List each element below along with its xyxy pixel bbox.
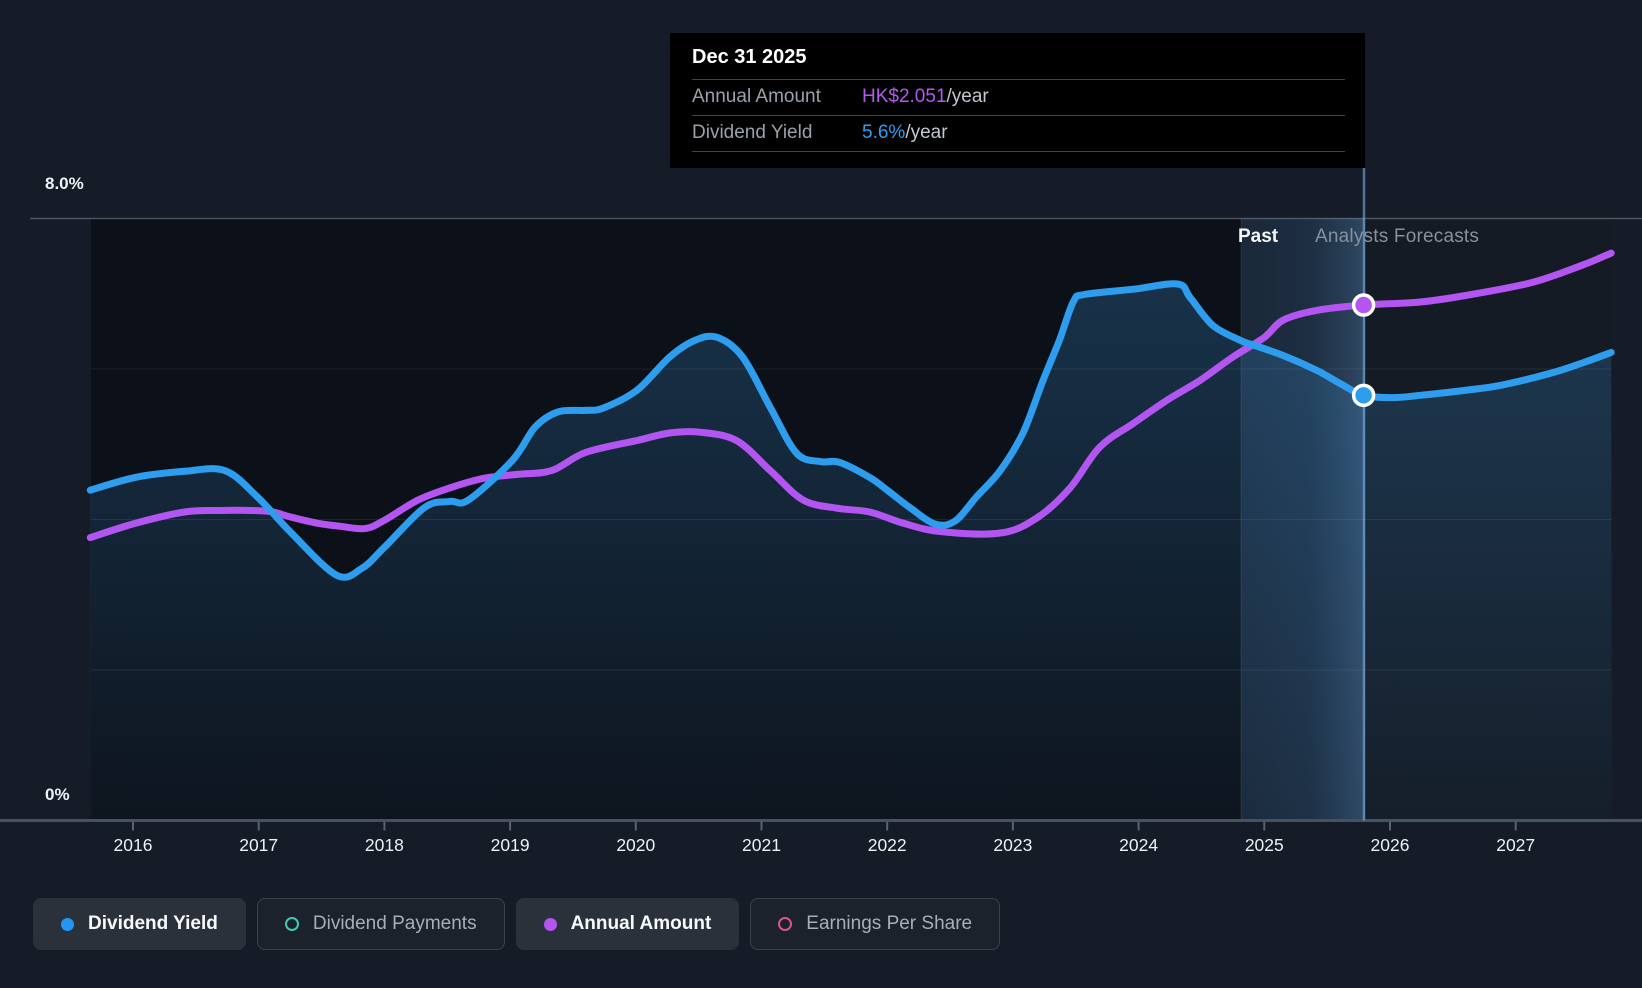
x-axis-year-label: 2019 [491,835,530,855]
tooltip-row: Dividend Yield 5.6%/year [692,115,1345,151]
x-axis-year-label: 2018 [365,835,404,855]
tooltip-row-label: Annual Amount [692,86,821,107]
annual-amount-marker[interactable] [1351,293,1376,317]
legend-button-dividend-payments[interactable]: Dividend Payments [256,898,505,950]
earnings-per-share-marker-icon [778,917,793,931]
x-axis-year-label: 2023 [993,835,1032,855]
legend: Dividend Yield Dividend Payments Annual Am… [33,898,1001,950]
x-axis-year-label: 2016 [114,835,153,855]
legend-label: Earnings Per Share [806,913,973,934]
dividend-yield-line [86,280,1615,581]
dividend-yield-marker-icon [61,917,74,931]
x-axis-year-label: 2022 [868,835,907,855]
legend-button-earnings-per-share[interactable]: Earnings Per Share [750,898,1001,950]
x-axis-year-label: 2024 [1119,835,1158,855]
tooltip-row-label: Dividend Yield [692,122,813,143]
x-axis-year-label: 2027 [1496,835,1535,855]
dividend-yield-marker[interactable] [1351,383,1376,408]
dividend-yield-area-fill [90,283,1612,821]
x-axis-year-label: 2021 [742,835,781,855]
x-axis-year-label: 2017 [239,835,278,855]
y-axis-label-max: 8.0% [45,174,84,193]
forecast-highlight-band [1241,218,1365,821]
legend-label: Annual Amount [570,913,712,934]
legend-label: Dividend Yield [88,913,218,934]
y-axis-label-min: 0% [45,785,70,804]
x-axis-year-label: 2020 [616,835,655,855]
legend-label: Dividend Payments [312,913,477,934]
past-label: Past [1238,226,1279,247]
tooltip: Dec 31 2025 Annual Amount HK$2.051/year Di… [670,33,1365,168]
annual-amount-marker-icon [543,917,557,931]
legend-button-annual-amount[interactable]: Annual Amount [515,898,740,950]
tooltip-row-unit: /year [946,86,989,107]
legend-button-dividend-yield[interactable]: Dividend Yield [33,898,246,950]
x-axis-year-label: 2025 [1245,835,1284,855]
tooltip-rows: Annual Amount HK$2.051/year Dividend Yield… [692,79,1345,152]
tooltip-date: Dec 31 2025 [692,46,807,68]
x-axis-year-label: 2026 [1371,835,1410,855]
tooltip-row-value: HK$2.051 [862,86,947,107]
annual-amount-line [86,249,1615,542]
tooltip-row-value: 5.6% [862,122,906,143]
tooltip-row: Annual Amount HK$2.051/year [692,79,1345,115]
analysts-forecasts-label: Analysts Forecasts [1315,226,1480,247]
tooltip-row-unit: /year [905,122,948,143]
dividend-payments-marker-icon [284,917,299,931]
